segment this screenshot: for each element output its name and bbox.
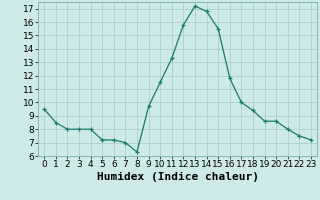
X-axis label: Humidex (Indice chaleur): Humidex (Indice chaleur)	[97, 172, 259, 182]
